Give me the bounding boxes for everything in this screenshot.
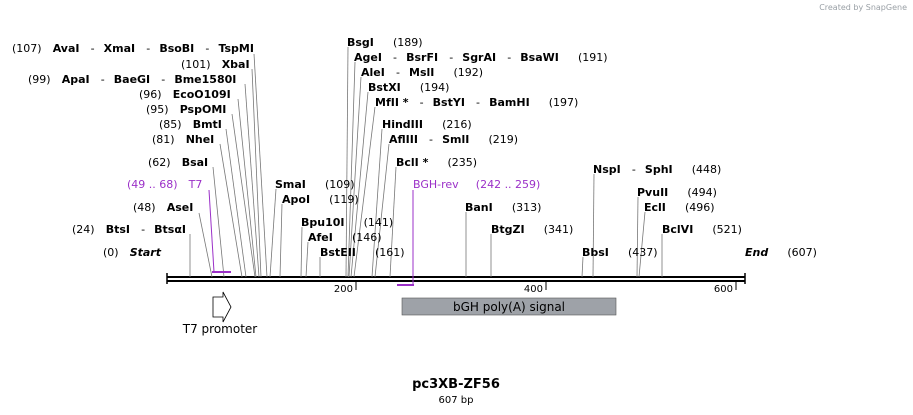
site-label-btsi-group[interactable]: (24) BtsI - BtsαI — [72, 218, 186, 237]
site-label-agei-group[interactable]: AgeI - BsrFI - SgrAI - BsaWI (191) — [354, 46, 608, 65]
site-label-alei-group[interactable]: AleI - MslI (192) — [361, 61, 483, 80]
site-label-mfii-group[interactable]: MfII * - BstYI - BamHI (197) — [375, 91, 578, 110]
primer-bars — [212, 271, 414, 286]
bgh-polya-box[interactable] — [401, 297, 617, 316]
site-label-bani[interactable]: BanI (313) — [465, 196, 541, 215]
primer-label-t7[interactable]: (49 .. 68) T7 — [127, 173, 202, 192]
t7-promoter-label: T7 promoter — [182, 322, 258, 336]
site-label-pvuii[interactable]: PvuII (494) — [637, 181, 717, 200]
site-label-btgzi[interactable]: BtgZI (341) — [491, 218, 573, 237]
site-label-apai-group[interactable]: (99) ApaI - BaeGI - Bme1580I — [28, 68, 236, 87]
site-label-nspi-group[interactable]: NspI - SphI (448) — [593, 158, 721, 177]
site-label-bbsi[interactable]: BbsI (437) — [582, 241, 658, 260]
site-label-ecoo109i[interactable]: (96) EcoO109I — [139, 83, 231, 102]
site-label-bclvi[interactable]: BclVI (521) — [662, 218, 742, 237]
site-label-asei[interactable]: (48) AseI — [133, 196, 193, 215]
left-site-labels: (107) AvaI - XmaI - BsoBI - TspMI (101) … — [12, 37, 254, 260]
site-label-nhei[interactable]: (81) NheI — [152, 128, 214, 147]
site-label-apoi[interactable]: ApoI (119) — [282, 188, 359, 207]
snapgene-credit: Created by SnapGene — [819, 3, 907, 12]
site-label-smai[interactable]: SmaI (109) — [275, 173, 355, 192]
scale-ticks: 200 400 600 — [334, 281, 737, 295]
site-label-hindiii[interactable]: HindIII (216) — [382, 113, 472, 132]
site-label-psppomi[interactable]: (95) PspOMI — [146, 98, 226, 117]
site-label-afliii-group[interactable]: AflIII - SmlI (219) — [389, 128, 518, 147]
t7-promoter-arrow[interactable] — [212, 291, 232, 323]
credit-text: Created by SnapGene — [819, 3, 907, 12]
site-label-avai-group[interactable]: (107) AvaI - XmaI - BsoBI - TspMI — [12, 37, 254, 56]
tick-label-200: 200 — [334, 284, 353, 295]
right-site-labels: SmaI (109) ApoI (119) Bpu10I (141) AfeI … — [275, 31, 817, 260]
site-label-bsai[interactable]: (62) BsaI — [148, 151, 208, 170]
plasmid-name: pc3XB-ZF56 — [412, 377, 500, 392]
primer-label-bgh-rev[interactable]: BGH-rev (242 .. 259) — [413, 173, 540, 192]
site-label-bpu10i[interactable]: Bpu10I (141) — [301, 211, 393, 230]
site-label-bmti[interactable]: (85) BmtI — [159, 113, 222, 132]
dna-backbone — [166, 273, 746, 284]
features: T7 promoter bGH poly(A) signal — [182, 291, 617, 336]
primer-labels: (49 .. 68) T7 BGH-rev (242 .. 259) — [127, 173, 540, 192]
bgh-polya-label: bGH poly(A) signal — [453, 300, 565, 314]
tick-label-600: 600 — [714, 284, 733, 295]
site-label-bsteii[interactable]: BstEII (161) — [320, 241, 405, 260]
tick-label-400: 400 — [524, 284, 543, 295]
plasmid-length: 607 bp — [439, 395, 474, 406]
site-label-bsgi[interactable]: BsgI (189) — [347, 31, 423, 50]
end-label: End (607) — [745, 241, 817, 260]
site-label-xbai[interactable]: (101) XbaI — [181, 53, 250, 72]
leader-lines — [189, 46, 663, 285]
site-label-afei[interactable]: AfeI (146) — [308, 226, 382, 245]
map-title: pc3XB-ZF56 607 bp — [412, 377, 500, 406]
site-label-ecli[interactable]: EclI (496) — [644, 196, 715, 215]
site-label-bcli[interactable]: BclI * (235) — [396, 151, 477, 170]
start-label: (0) Start — [103, 241, 162, 260]
site-label-bstxi[interactable]: BstXI (194) — [368, 76, 449, 95]
